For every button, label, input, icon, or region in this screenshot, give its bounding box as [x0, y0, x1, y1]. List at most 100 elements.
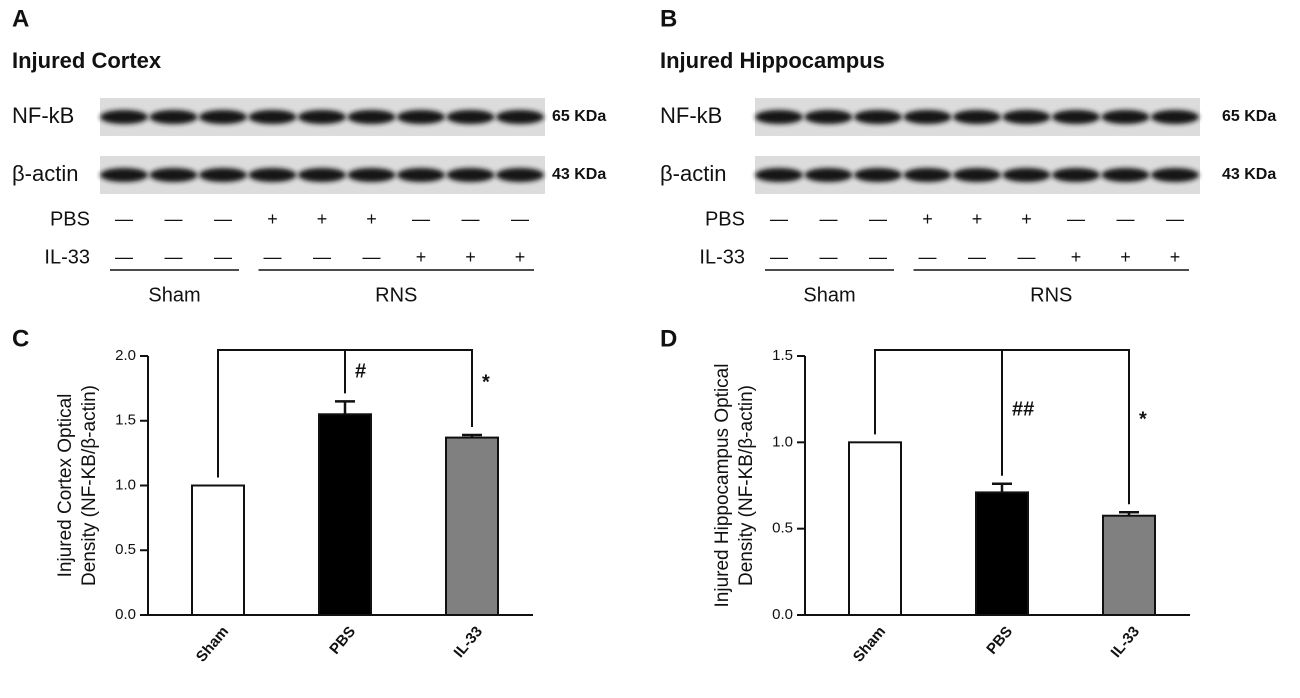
blot-band	[248, 110, 297, 124]
y-axis-title: Density (NF-KB/β-actin)	[736, 385, 757, 586]
panel-letter: A	[12, 5, 29, 32]
blot-band	[100, 110, 148, 124]
treatment-mark: +	[922, 209, 933, 229]
treatment-mark: —	[115, 247, 133, 267]
treatment-mark: +	[465, 247, 476, 267]
bar	[848, 441, 902, 617]
row-label: β-actin	[660, 161, 726, 186]
treatment-mark: +	[515, 247, 526, 267]
blot-band	[854, 110, 902, 124]
y-tick-label: 2.0	[115, 347, 136, 364]
x-tick-label: PBS	[326, 623, 359, 658]
blot-band	[496, 168, 544, 182]
treatment-mark: +	[416, 247, 427, 267]
blot-band	[248, 168, 297, 182]
treatment-mark: —	[770, 247, 788, 267]
bar	[318, 413, 372, 616]
panel-letter: C	[12, 325, 29, 352]
blot-band	[1052, 110, 1100, 124]
treatment-mark: —	[968, 247, 986, 267]
treatment-mark: —	[1166, 209, 1184, 229]
panel-title: Injured Hippocampus	[660, 48, 885, 73]
y-tick-label: 1.0	[772, 433, 793, 450]
treatment-label: PBS	[50, 208, 90, 230]
bar	[975, 491, 1029, 617]
error-bar	[462, 433, 482, 438]
blot-band	[149, 110, 198, 124]
blot-band	[397, 168, 445, 182]
blot-band	[1002, 110, 1051, 124]
blot-band	[1101, 168, 1150, 182]
treatment-mark: —	[214, 209, 232, 229]
blot-band	[496, 110, 544, 124]
size-label: 65 KDa	[1222, 108, 1276, 125]
error-bar	[335, 400, 355, 415]
x-tick-label: IL-33	[1108, 623, 1144, 661]
blot-band	[347, 168, 396, 182]
blot-band	[298, 110, 346, 124]
blot-band	[1151, 110, 1199, 124]
size-label: 65 KDa	[552, 108, 606, 125]
size-label: 43 KDa	[552, 166, 606, 183]
blot-band	[953, 110, 1001, 124]
annotation: #	[355, 360, 366, 382]
x-tick-label: IL-33	[451, 623, 487, 661]
treatment-mark: +	[972, 209, 983, 229]
treatment-mark: +	[267, 209, 278, 229]
blot-band	[1101, 110, 1150, 124]
bracket	[217, 349, 473, 478]
blot-band	[347, 110, 396, 124]
blot-band	[1002, 168, 1051, 182]
treatment-mark: —	[165, 247, 183, 267]
treatment-mark: +	[1021, 209, 1032, 229]
bracket	[874, 349, 1130, 505]
y-tick-label: 0.5	[772, 520, 793, 537]
y-tick-label: 0.0	[772, 606, 793, 623]
panel-title: Injured Cortex	[12, 48, 162, 73]
blot-band	[1151, 168, 1199, 182]
size-label: 43 KDa	[1222, 166, 1276, 183]
blot-band	[397, 110, 445, 124]
treatment-mark: —	[412, 209, 430, 229]
treatment-label: PBS	[705, 208, 745, 230]
blot-band	[446, 168, 495, 182]
treatment-mark: +	[1071, 247, 1082, 267]
treatment-mark: +	[1120, 247, 1131, 267]
blot-band	[298, 168, 346, 182]
y-tick-label: 1.0	[115, 476, 136, 493]
blot-band	[100, 168, 148, 182]
y-tick-label: 0.5	[115, 541, 136, 558]
treatment-mark: —	[363, 247, 381, 267]
panel-letter: B	[660, 5, 677, 32]
treatment-mark: —	[313, 247, 331, 267]
blot-band	[149, 168, 198, 182]
treatment-mark: —	[919, 247, 937, 267]
treatment-mark: +	[366, 209, 377, 229]
blot-band	[854, 168, 902, 182]
annotation: ##	[1012, 398, 1034, 420]
row-label: β-actin	[12, 161, 78, 186]
blot-band	[804, 168, 853, 182]
bar	[445, 436, 499, 616]
treatment-mark: +	[1170, 247, 1181, 267]
blot-band	[755, 168, 803, 182]
treatment-mark: —	[770, 209, 788, 229]
y-axis-title: Injured Hippocampus Optical	[712, 364, 733, 608]
error-bar	[1119, 511, 1139, 516]
treatment-mark: —	[264, 247, 282, 267]
treatment-mark: —	[115, 209, 133, 229]
y-tick-label: 0.0	[115, 606, 136, 623]
treatment-mark: —	[214, 247, 232, 267]
x-tick-label: Sham	[850, 623, 889, 665]
blot-band	[199, 168, 247, 182]
blot-band	[953, 168, 1001, 182]
row-label: NF-kB	[12, 103, 74, 128]
y-tick-label: 1.5	[115, 412, 136, 429]
treatment-mark: —	[820, 209, 838, 229]
blot-band	[1052, 168, 1100, 182]
blot-band	[903, 168, 952, 182]
treatment-mark: —	[820, 247, 838, 267]
annotation: *	[482, 371, 490, 393]
y-tick-label: 1.5	[772, 347, 793, 364]
